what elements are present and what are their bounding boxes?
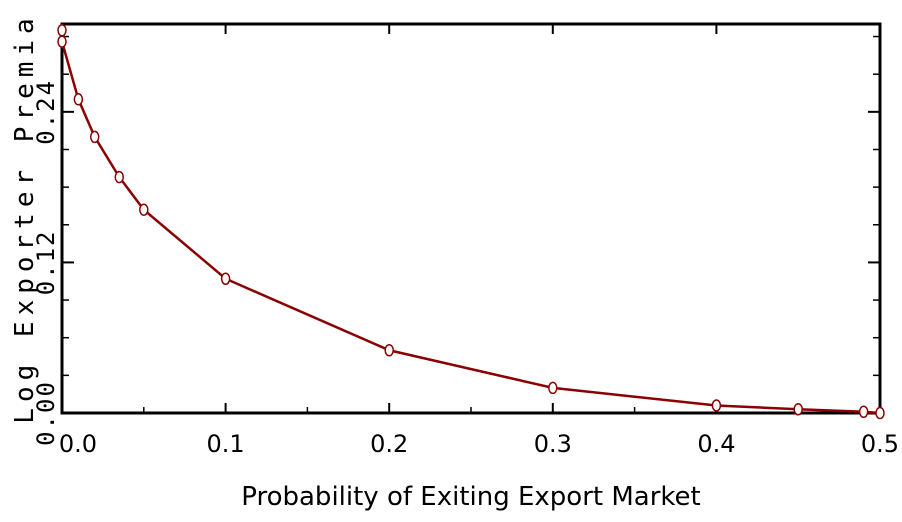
plot-frame <box>60 22 882 415</box>
data-point <box>858 405 869 418</box>
x-tick-label: 0.3 <box>534 430 572 458</box>
data-point <box>114 170 125 184</box>
data-point <box>875 406 885 420</box>
data-point <box>57 35 67 48</box>
y-ticks: 0.00 0.12 0.24 <box>32 35 880 446</box>
y-tick-label: 0.24 <box>32 79 60 145</box>
x-ticks: 0.0 0.1 0.2 0.3 0.4 0.5 <box>59 24 899 458</box>
series-line <box>60 30 881 415</box>
x-axis-title: Probability of Exiting Export Market <box>241 482 700 512</box>
data-point <box>73 93 84 106</box>
x-tick-label: 0.2 <box>370 430 408 458</box>
data-point <box>384 344 394 357</box>
x-tick-label: 0.5 <box>861 430 899 458</box>
data-point <box>89 130 100 144</box>
data-point <box>793 402 803 416</box>
y-axis-title: Log Exporter Premia <box>10 12 40 423</box>
x-tick-label: 0.0 <box>59 430 97 458</box>
y-tick-label: 0.12 <box>32 230 60 296</box>
x-tick-label: 0.1 <box>207 430 245 458</box>
x-tick-label: 0.4 <box>697 430 735 458</box>
data-point <box>711 399 722 412</box>
y-tick-label: 0.00 <box>32 380 60 446</box>
data-point <box>220 272 231 285</box>
data-point <box>548 381 558 395</box>
data-point <box>139 203 149 216</box>
data-point <box>57 24 67 37</box>
series-layer <box>57 24 885 420</box>
